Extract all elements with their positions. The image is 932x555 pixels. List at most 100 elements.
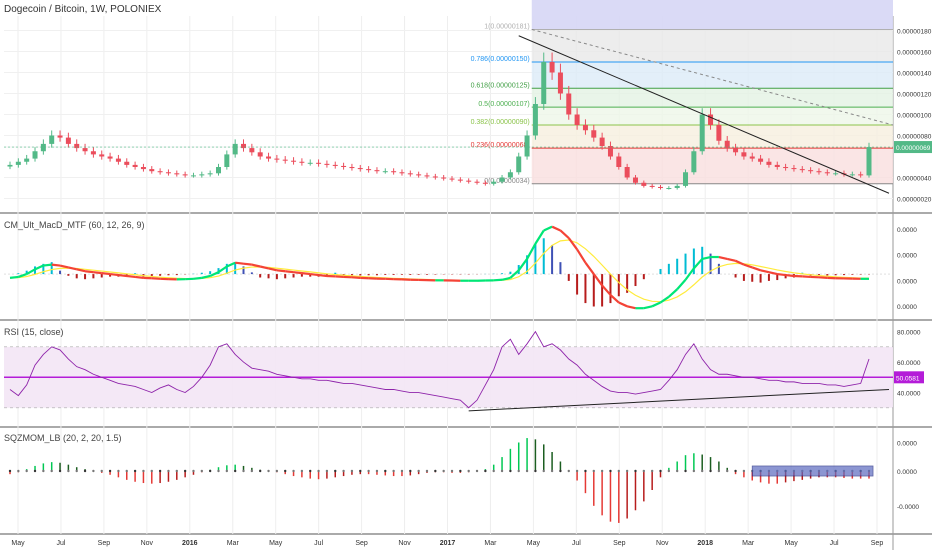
sqz-dot bbox=[351, 470, 353, 472]
candle-body bbox=[858, 174, 863, 175]
candle-body bbox=[249, 148, 254, 152]
candle-body bbox=[600, 138, 605, 146]
sqz-dot bbox=[59, 470, 61, 472]
candle-body bbox=[324, 164, 329, 165]
candle-body bbox=[758, 159, 763, 162]
macd-tick-label: 0.0000 bbox=[897, 227, 917, 234]
macd-tick-label: 0.0000 bbox=[897, 278, 917, 285]
sqz-dot bbox=[159, 470, 161, 472]
candle-body bbox=[716, 125, 721, 141]
macd-line-segment bbox=[235, 263, 243, 264]
sqz-dot bbox=[201, 470, 203, 472]
sqz-dot bbox=[693, 470, 695, 472]
candle-body bbox=[49, 136, 54, 144]
candle-body bbox=[650, 186, 655, 187]
sqz-dot bbox=[25, 470, 27, 472]
fib-zone bbox=[532, 62, 893, 88]
sqz-dot bbox=[543, 470, 545, 472]
sqz-dot bbox=[709, 470, 711, 472]
sqz-dot bbox=[226, 470, 228, 472]
candle-body bbox=[74, 144, 79, 148]
candle-body bbox=[91, 151, 96, 154]
sqz-dot bbox=[184, 470, 186, 472]
sqz-dot bbox=[442, 470, 444, 472]
candle-body bbox=[625, 167, 630, 178]
candle-body bbox=[616, 157, 621, 168]
price-tick-label: 0.00000180 bbox=[897, 29, 932, 36]
candle-body bbox=[683, 172, 688, 186]
macd-line-segment bbox=[594, 274, 602, 285]
macd-line-segment bbox=[193, 278, 201, 279]
sqz-dot bbox=[568, 470, 570, 472]
candle-body bbox=[833, 173, 838, 174]
candle-body bbox=[766, 162, 771, 165]
candle-body bbox=[8, 165, 13, 167]
macd-line-segment bbox=[644, 306, 652, 308]
candle-body bbox=[850, 174, 855, 175]
candle-body bbox=[424, 175, 429, 176]
sqz-dot bbox=[476, 470, 478, 472]
fib-zone bbox=[532, 148, 893, 184]
candle-body bbox=[566, 94, 571, 115]
sqz-dot bbox=[726, 470, 728, 472]
macd-line-segment bbox=[727, 259, 735, 261]
fib-level-label: 0.786(0.00000150) bbox=[471, 56, 530, 63]
macd-line-segment bbox=[10, 277, 18, 278]
macd-line-segment bbox=[319, 275, 327, 276]
price-tick-label: 0.00000040 bbox=[897, 176, 932, 183]
candle-body bbox=[308, 163, 313, 164]
candle-body bbox=[508, 172, 513, 177]
candle-body bbox=[825, 172, 830, 173]
candle-body bbox=[366, 169, 371, 170]
sqz-dot bbox=[284, 470, 286, 472]
sqz-dot bbox=[151, 470, 153, 472]
candle-body bbox=[441, 178, 446, 179]
sqz-dot bbox=[493, 470, 495, 472]
sqz-dot bbox=[142, 470, 144, 472]
sqz-dot bbox=[518, 470, 520, 472]
sqz-dot bbox=[134, 470, 136, 472]
macd-line-segment bbox=[252, 265, 260, 267]
candle-body bbox=[233, 144, 238, 155]
macd-line-segment bbox=[627, 306, 635, 308]
sqz-dot bbox=[259, 470, 261, 472]
candle-body bbox=[199, 174, 204, 175]
x-tick-label: 2018 bbox=[697, 540, 713, 547]
candle-body bbox=[133, 165, 138, 167]
sqz-dot bbox=[718, 470, 720, 472]
candle-body bbox=[641, 183, 646, 186]
macd-line-segment bbox=[294, 272, 302, 273]
sqz-dot bbox=[576, 470, 578, 472]
candle-body bbox=[174, 173, 179, 174]
x-tick-label: Sep bbox=[98, 540, 111, 547]
macd-line-segment bbox=[777, 274, 785, 275]
macd-line-segment bbox=[535, 230, 543, 243]
candle-body bbox=[700, 115, 705, 152]
sqz-dot bbox=[217, 470, 219, 472]
candle-body bbox=[466, 181, 471, 182]
sqz-dot bbox=[534, 470, 536, 472]
sqz-dot bbox=[501, 470, 503, 472]
sqz-dot bbox=[376, 470, 378, 472]
candle-body bbox=[158, 171, 163, 172]
rsi-tick-label: 40.0000 bbox=[897, 391, 921, 398]
sqz-dot bbox=[734, 470, 736, 472]
candle-body bbox=[550, 62, 555, 73]
candle-body bbox=[583, 125, 588, 130]
macd-line-segment bbox=[552, 227, 560, 231]
macd-line-segment bbox=[335, 276, 343, 277]
sqz-dot bbox=[626, 470, 628, 472]
sqz-dot bbox=[701, 470, 703, 472]
candle-body bbox=[216, 167, 221, 173]
sqz-dot bbox=[401, 470, 403, 472]
sqz-dot bbox=[367, 470, 369, 472]
candle-body bbox=[274, 159, 279, 160]
sqz-dot bbox=[551, 470, 553, 472]
sqz-dot bbox=[109, 470, 111, 472]
sqz-dot bbox=[42, 470, 44, 472]
macd-line-segment bbox=[819, 277, 827, 278]
sqz-dot bbox=[451, 470, 453, 472]
candle-body bbox=[750, 157, 755, 159]
sqz-dot bbox=[92, 470, 94, 472]
